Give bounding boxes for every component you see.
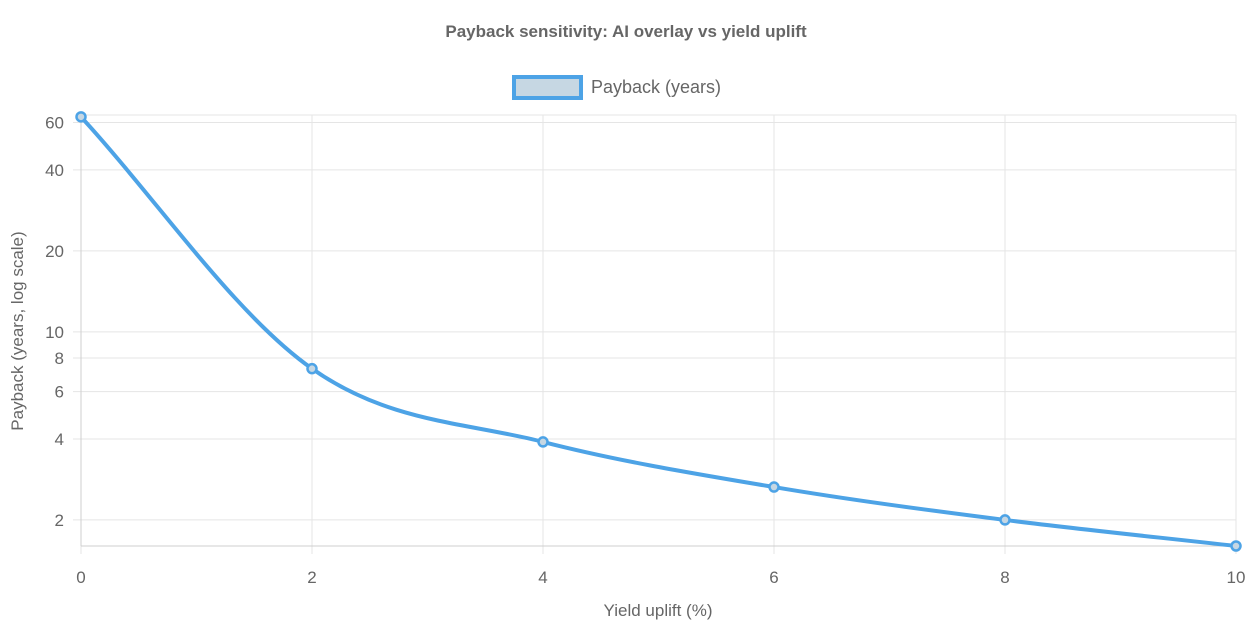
data-point[interactable]	[1230, 540, 1242, 552]
axes	[80, 115, 1236, 547]
legend[interactable]: Payback (years)	[512, 75, 721, 100]
y-tick-label: 2	[55, 511, 64, 530]
chart-title: Payback sensitivity: AI overlay vs yield…	[445, 22, 807, 41]
x-tick-label: 10	[1227, 568, 1246, 587]
grid-lines	[73, 114, 1237, 554]
x-tick-label: 0	[76, 568, 85, 587]
series-line	[79, 114, 1238, 548]
x-tick-label: 2	[307, 568, 316, 587]
x-tick-label: 6	[769, 568, 778, 587]
legend-swatch	[512, 75, 583, 100]
y-tick-label: 10	[45, 323, 64, 342]
y-tick-label: 60	[45, 114, 64, 133]
legend-label: Payback (years)	[591, 77, 721, 97]
x-axis-title: Yield uplift (%)	[604, 601, 713, 620]
y-axis-title: Payback (years, log scale)	[8, 231, 27, 430]
data-point[interactable]	[306, 362, 318, 375]
data-point[interactable]	[768, 481, 780, 493]
tick-labels: 0 2 4 6 8 10 2 4 6 8 10 20 40 60	[45, 114, 1245, 587]
x-tick-label: 4	[538, 568, 547, 587]
y-tick-label: 4	[55, 430, 64, 449]
y-tick-label: 6	[55, 383, 64, 402]
data-point[interactable]	[75, 111, 87, 123]
series-layer	[75, 111, 1242, 552]
x-tick-label: 8	[1000, 568, 1009, 587]
data-point[interactable]	[537, 436, 549, 448]
y-tick-label: 40	[45, 161, 64, 180]
data-point[interactable]	[999, 514, 1011, 526]
y-tick-label: 8	[55, 349, 64, 368]
y-tick-label: 20	[45, 242, 64, 261]
